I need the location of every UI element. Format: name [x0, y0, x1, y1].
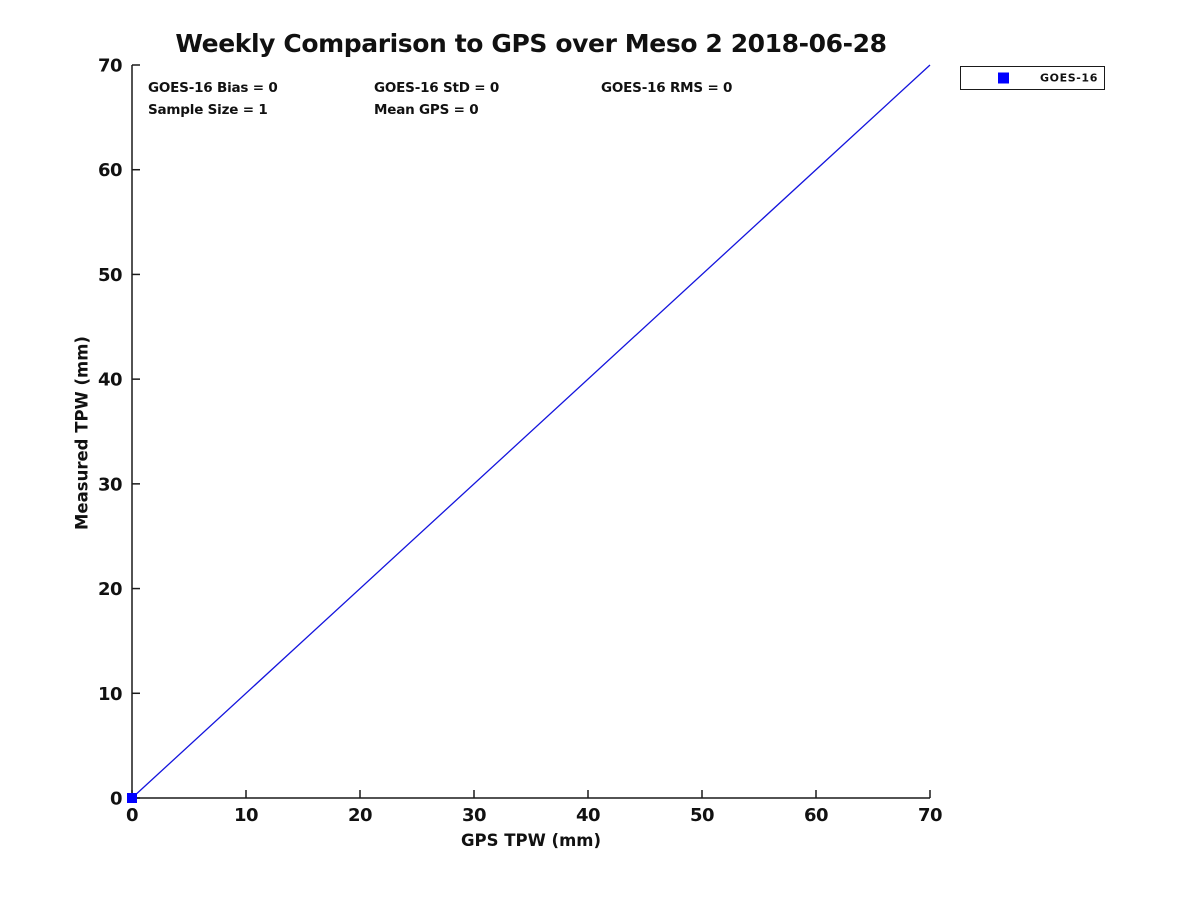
chart-title: Weekly Comparison to GPS over Meso 2 201…: [175, 29, 887, 58]
y-tick-label: 50: [98, 265, 122, 286]
stat-rms: GOES-16 RMS = 0: [601, 80, 733, 96]
y-tick-label: 60: [98, 160, 122, 181]
x-tick-label: 50: [690, 805, 714, 826]
x-tick-label: 0: [126, 805, 138, 826]
x-tick-label: 60: [804, 805, 828, 826]
x-tick-label: 70: [918, 805, 942, 826]
series-identity-line: [131, 64, 931, 799]
y-axis-label: Measured TPW (mm): [72, 336, 92, 530]
legend: GOES-16: [960, 66, 1105, 90]
y-tick-label: 40: [98, 370, 122, 391]
y-tick-label: 70: [98, 56, 122, 77]
stat-mean-gps: Mean GPS = 0: [374, 102, 479, 118]
legend-marker-square-icon: [998, 72, 1009, 84]
y-tick-label: 0: [110, 789, 122, 810]
x-tick-label: 10: [234, 805, 258, 826]
stat-bias: GOES-16 Bias = 0: [148, 80, 278, 96]
x-tick-label: 20: [348, 805, 372, 826]
stat-sample-size: Sample Size = 1: [148, 102, 268, 118]
y-tick-label: 10: [98, 684, 122, 705]
stat-std: GOES-16 StD = 0: [374, 80, 500, 96]
x-tick-label: 30: [462, 805, 486, 826]
y-tick-label: 30: [98, 474, 122, 495]
legend-label: GOES-16: [1040, 71, 1098, 85]
y-tick-label: 20: [98, 579, 122, 600]
marker-GOES-16: [127, 793, 137, 803]
x-tick-label: 40: [576, 805, 600, 826]
x-axis-label: GPS TPW (mm): [460, 831, 602, 850]
